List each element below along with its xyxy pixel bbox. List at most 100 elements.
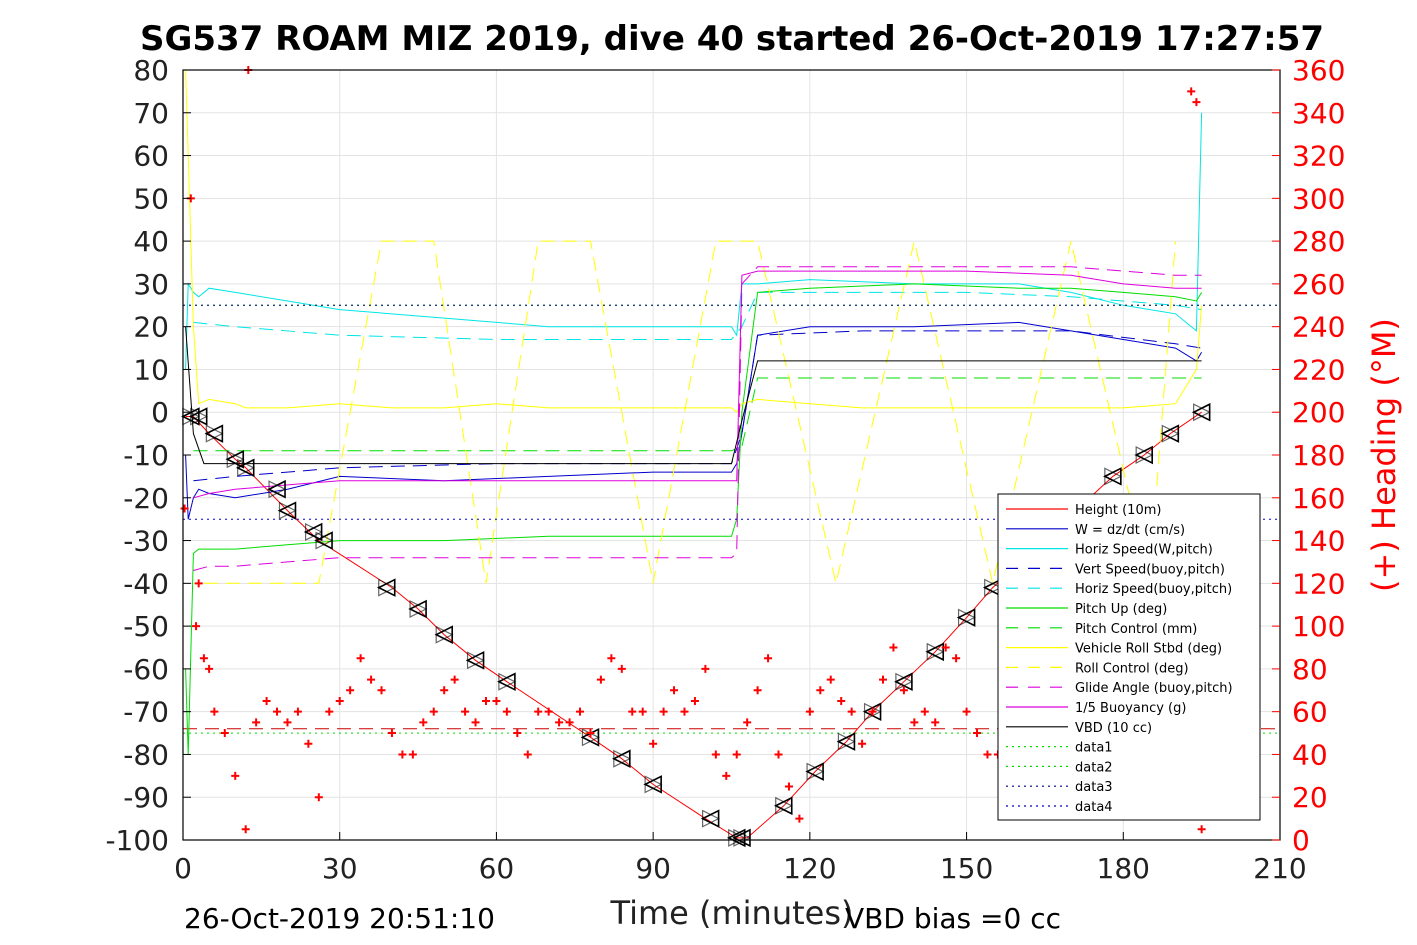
heading-point	[210, 707, 219, 716]
heading-point	[722, 771, 731, 780]
y-tick-label: -50	[123, 610, 169, 643]
y-tick-label: 40	[133, 225, 169, 258]
heading-point	[889, 643, 898, 652]
heading-point	[461, 707, 470, 716]
direction-marker	[237, 458, 256, 477]
legend-label: Glide Angle (buoy,pitch)	[1075, 681, 1233, 696]
heading-point	[638, 707, 647, 716]
legend-label: Horiz Speed(buoy,pitch)	[1075, 582, 1232, 597]
direction-marker	[498, 672, 517, 691]
series-horiz-speed-buoy-pitch	[193, 291, 1202, 340]
legend-label: data3	[1075, 780, 1113, 795]
heading-point	[649, 739, 658, 748]
legend-label: 1/5 Buoyancy (g)	[1075, 701, 1186, 716]
heading-point	[205, 664, 214, 673]
y-tick-label: 80	[133, 54, 169, 87]
y-axis-right-label: (+) Heading (°M)	[1365, 318, 1403, 592]
heading-point	[784, 782, 793, 791]
heading-point	[220, 729, 229, 738]
y-tick-label: -90	[123, 781, 169, 814]
heading-point	[596, 675, 605, 684]
direction-marker	[268, 480, 287, 499]
heading-point	[826, 675, 835, 684]
heading-point	[325, 707, 334, 716]
heading-point	[471, 718, 480, 727]
heading-point	[910, 718, 919, 727]
x-tick-label: 90	[635, 852, 671, 885]
heading-point	[387, 729, 396, 738]
direction-marker	[304, 523, 323, 541]
heading-point	[262, 696, 271, 705]
y-right-tick-label: 200	[1292, 396, 1345, 429]
y-axis-right-ticks: 3603403203002802602402202001801601401201…	[1272, 54, 1345, 857]
heading-point	[753, 686, 762, 695]
direction-marker	[895, 672, 914, 691]
y-right-tick-label: 320	[1292, 140, 1345, 173]
y-right-tick-label: 0	[1292, 824, 1310, 857]
heading-point	[1187, 87, 1196, 96]
y-right-tick-label: 100	[1292, 610, 1345, 643]
legend-label: Height (10m)	[1075, 503, 1161, 518]
y-tick-label: -100	[105, 824, 169, 857]
heading-point	[878, 675, 887, 684]
heading-point	[180, 504, 189, 513]
heading-point	[680, 707, 689, 716]
heading-point	[194, 579, 203, 588]
y-right-tick-label: 40	[1292, 738, 1328, 771]
direction-marker	[926, 642, 945, 661]
direction-marker	[435, 625, 454, 644]
y-right-tick-label: 140	[1292, 525, 1345, 558]
y-right-tick-label: 160	[1292, 482, 1345, 515]
heading-point	[523, 750, 532, 759]
y-right-tick-label: 60	[1292, 696, 1328, 729]
heading-point	[973, 729, 982, 738]
legend-label: Roll Control (deg)	[1075, 661, 1189, 676]
direction-marker	[1135, 446, 1154, 464]
legend-label: Pitch Up (deg)	[1075, 602, 1167, 617]
y-right-tick-label: 340	[1292, 97, 1345, 130]
direction-marker	[466, 651, 485, 670]
y-tick-label: 60	[133, 140, 169, 173]
heading-point	[252, 718, 261, 727]
y-right-tick-label: 260	[1292, 268, 1345, 301]
heading-point	[743, 718, 752, 727]
direction-marker	[378, 578, 397, 597]
heading-point	[732, 750, 741, 759]
heading-point	[607, 654, 616, 663]
x-tick-label: 210	[1253, 852, 1306, 885]
y-tick-label: 30	[133, 268, 169, 301]
heading-point	[398, 750, 407, 759]
y-tick-label: -30	[123, 525, 169, 558]
heading-point	[764, 654, 773, 663]
heading-point	[920, 707, 929, 716]
legend-label: Pitch Control (mm)	[1075, 622, 1197, 637]
y-right-tick-label: 20	[1292, 781, 1328, 814]
legend-label: W = dz/dt (cm/s)	[1075, 523, 1185, 538]
direction-marker	[733, 828, 752, 847]
x-tick-label: 0	[174, 852, 192, 885]
y-tick-label: -60	[123, 653, 169, 686]
heading-point	[544, 707, 553, 716]
footer-timestamp: 26-Oct-2019 20:51:10	[184, 902, 495, 935]
direction-marker	[984, 578, 1003, 597]
direction-marker	[1161, 424, 1180, 443]
heading-point	[502, 707, 511, 716]
heading-point	[774, 750, 783, 759]
y-tick-label: 50	[133, 182, 169, 215]
y-tick-label: 0	[151, 396, 169, 429]
heading-point	[273, 707, 282, 716]
legend-label: data2	[1075, 760, 1113, 775]
direction-marker	[644, 775, 663, 794]
heading-point	[199, 654, 208, 663]
heading-point	[931, 718, 940, 727]
y-right-tick-label: 80	[1292, 653, 1328, 686]
series-vbd-10-cc	[185, 326, 1202, 465]
heading-point	[837, 696, 846, 705]
heading-point	[1192, 98, 1201, 107]
heading-point	[701, 664, 710, 673]
x-tick-label: 60	[479, 852, 515, 885]
y-right-tick-label: 180	[1292, 439, 1345, 472]
heading-point	[192, 622, 201, 631]
y-tick-label: -20	[123, 482, 169, 515]
y-right-tick-label: 300	[1292, 182, 1345, 215]
